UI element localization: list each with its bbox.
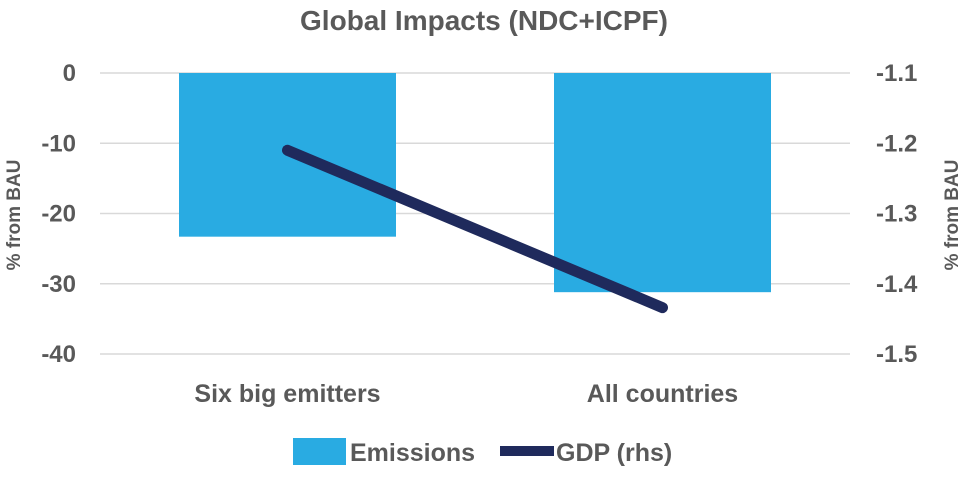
legend-label-gdp: GDP (rhs) xyxy=(556,439,672,467)
left-axis-label: % from BAU xyxy=(4,160,25,271)
bar-emissions xyxy=(554,73,771,293)
legend: Emissions GDP (rhs) xyxy=(293,438,672,467)
left-tick-label: 0 xyxy=(63,60,76,87)
right-axis-ticks: -1.1 -1.2 -1.3 -1.4 -1.5 xyxy=(876,60,918,368)
right-tick-label: -1.1 xyxy=(876,60,917,87)
right-tick-label: -1.2 xyxy=(876,130,917,157)
right-tick-label: -1.3 xyxy=(876,201,917,228)
right-tick-label: -1.4 xyxy=(876,271,918,298)
legend-swatch-emissions xyxy=(293,438,346,465)
left-axis-ticks: 0 -10 -20 -30 -40 xyxy=(41,60,76,368)
left-tick-label: -30 xyxy=(41,271,76,298)
left-tick-label: -10 xyxy=(41,130,76,157)
right-tick-label: -1.5 xyxy=(876,341,917,368)
gdp-line-group xyxy=(282,144,668,314)
chart-title: Global Impacts (NDC+ICPF) xyxy=(300,5,668,36)
category-label: Six big emitters xyxy=(194,380,380,408)
left-tick-label: -20 xyxy=(41,201,76,228)
category-labels: Six big emitters All countries xyxy=(194,380,738,408)
right-axis-label: % from BAU xyxy=(942,160,963,271)
bars xyxy=(179,73,771,293)
gdp-line xyxy=(282,144,668,314)
category-label: All countries xyxy=(587,380,738,408)
left-tick-label: -40 xyxy=(41,341,76,368)
legend-label-emissions: Emissions xyxy=(350,439,475,467)
